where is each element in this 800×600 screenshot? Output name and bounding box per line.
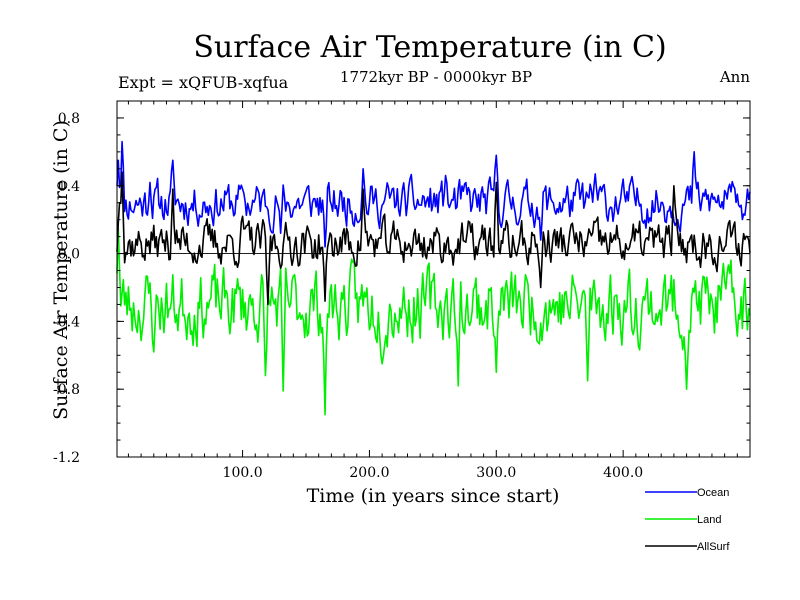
- legend-label-allsurf: AllSurf: [697, 541, 730, 553]
- y-tick-label: 0.4: [58, 179, 80, 195]
- x-tick-label: 400.0: [603, 465, 643, 481]
- y-tick-label: 0.8: [58, 111, 80, 127]
- series-line-ocean: [116, 140, 751, 248]
- y-tick-label: -0.4: [53, 314, 80, 330]
- series-group: [116, 140, 751, 416]
- series-line-allsurf: [116, 171, 751, 306]
- series-line-land: [116, 227, 751, 416]
- legend-label-land: Land: [697, 514, 721, 526]
- y-tick-label: 0.0: [58, 247, 80, 263]
- x-tick-label: 100.0: [223, 465, 263, 481]
- experiment-label: Expt = xQFUB-xqfua: [118, 73, 289, 92]
- chart-title: Surface Air Temperature (in C): [193, 30, 666, 65]
- y-axis-label: Surface Air Temperature (in C): [50, 120, 72, 420]
- season-label: Ann: [719, 68, 750, 86]
- y-tick-label: -1.2: [53, 450, 80, 466]
- plot-area: -1.2 -0.8 -0.4 0.0 0.4 0.8 100.0 200.0 300.0 400.…: [53, 100, 751, 481]
- legend: Ocean Land AllSurf: [645, 487, 730, 553]
- x-tick-label: 200.0: [349, 465, 389, 481]
- ticks-group: -1.2 -0.8 -0.4 0.0 0.4 0.8 100.0 200.0 300.0 400.…: [53, 100, 750, 481]
- x-axis-label: Time (in years since start): [307, 485, 560, 507]
- plot-frame: [116, 100, 751, 458]
- x-tick-label: 300.0: [476, 465, 516, 481]
- y-tick-label: -0.8: [53, 382, 80, 398]
- legend-label-ocean: Ocean: [697, 487, 729, 499]
- chart-subtitle: 1772kyr BP - 0000kyr BP: [340, 68, 532, 86]
